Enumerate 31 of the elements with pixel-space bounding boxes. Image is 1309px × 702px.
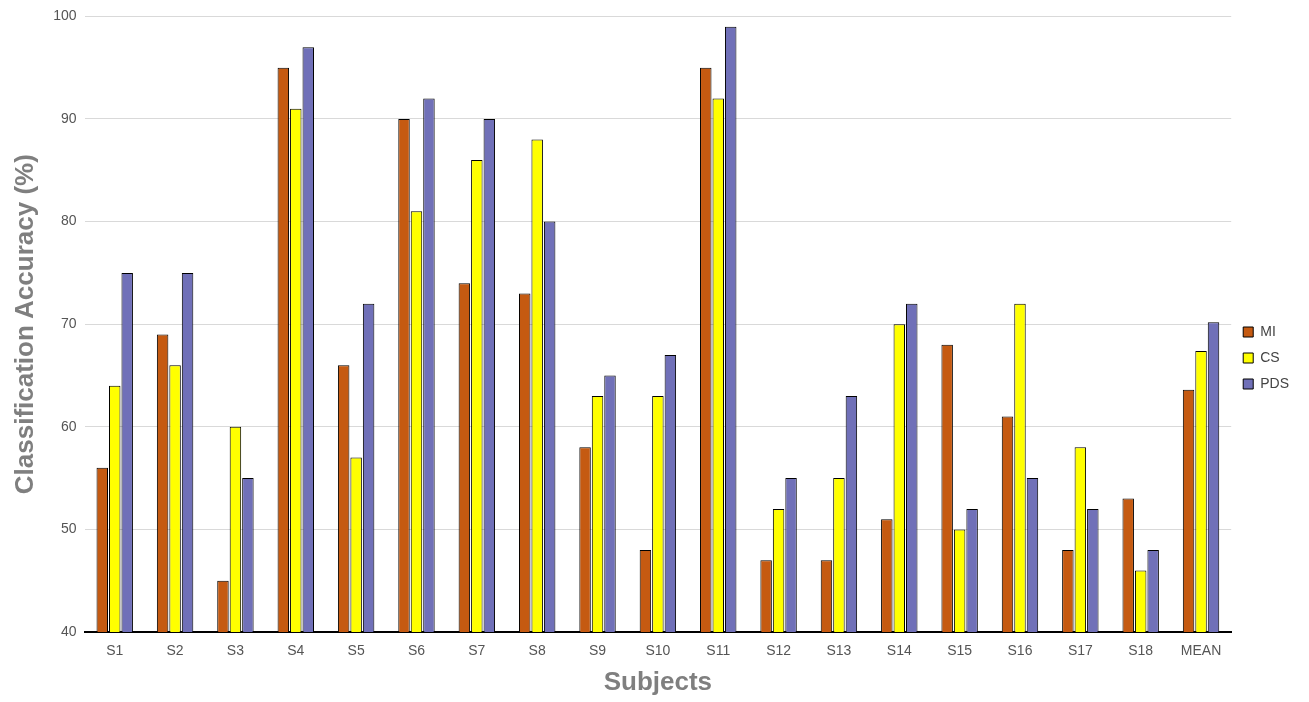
x-tick-label: S17: [1067, 642, 1093, 659]
x-tick-label: MEAN: [1180, 642, 1222, 659]
x-tick-label: S2: [166, 642, 184, 659]
y-tick-label: 80: [60, 212, 77, 229]
y-tick-label: 100: [53, 7, 77, 24]
x-tick-label: S7: [468, 642, 486, 659]
x-tick-label: S16: [1007, 642, 1033, 659]
y-tick-label: 90: [60, 109, 77, 126]
x-tick-label: S12: [766, 642, 792, 659]
legend-label: MI: [1260, 322, 1276, 339]
x-tick-label: S3: [226, 642, 245, 659]
x-tick-label: S14: [886, 642, 912, 659]
x-tick-label: S9: [588, 642, 607, 659]
legend-label: PDS: [1260, 374, 1290, 391]
y-axis-title: Classification Accuracy (%): [8, 154, 39, 495]
x-axis-title: Subjects: [603, 665, 713, 696]
x-tick-label: S4: [287, 642, 305, 659]
x-tick-label: S11: [706, 642, 731, 659]
x-tick-label: S8: [528, 642, 546, 659]
y-tick-label: 50: [60, 520, 77, 537]
x-tick-label: S1: [106, 642, 124, 659]
y-tick-label: 70: [60, 315, 77, 332]
x-tick-label: S6: [407, 642, 426, 659]
y-tick-label: 40: [60, 622, 77, 639]
legend-label: CS: [1260, 348, 1280, 365]
x-tick-label: S10: [645, 642, 671, 659]
x-tick-label: S18: [1128, 642, 1154, 659]
x-tick-label: S15: [947, 642, 973, 659]
x-tick-label: S13: [826, 642, 852, 659]
x-tick-label: S5: [347, 642, 365, 659]
y-tick-label: 60: [60, 417, 77, 434]
